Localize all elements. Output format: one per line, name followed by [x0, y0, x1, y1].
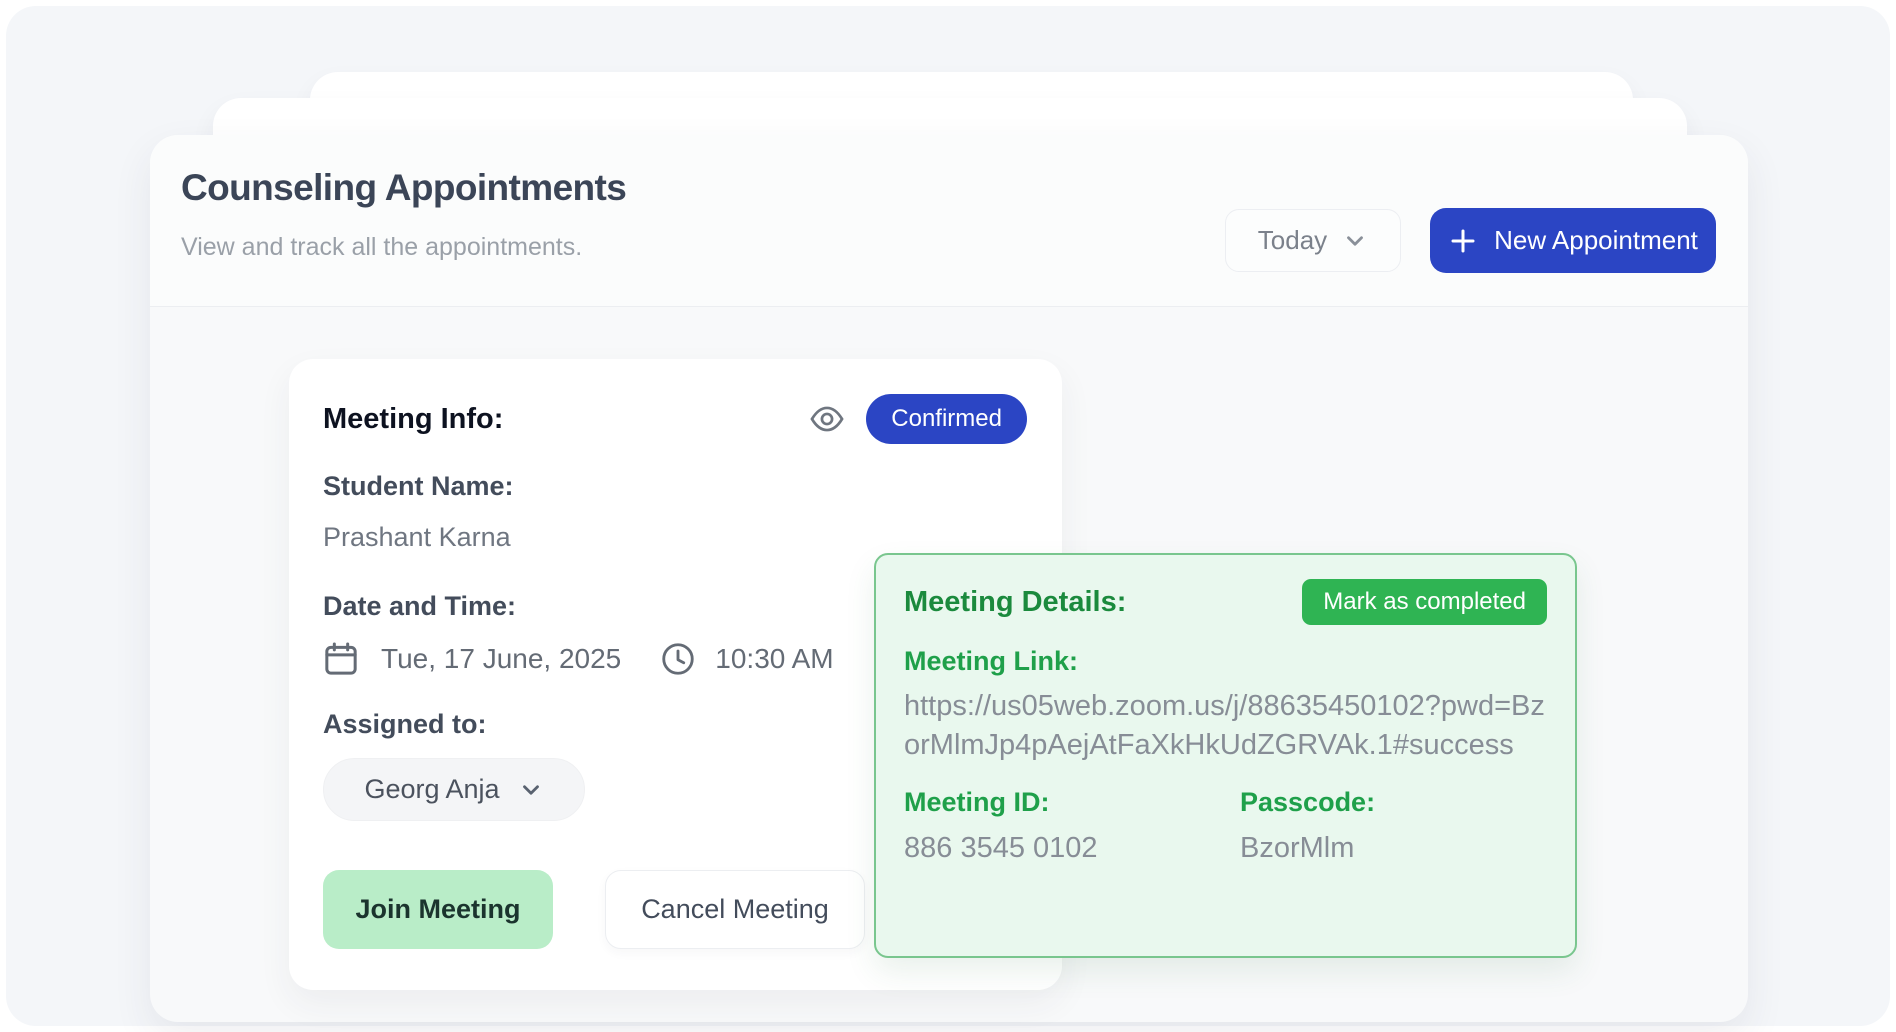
- student-name-label: Student Name:: [323, 471, 514, 501]
- meeting-id-block: Meeting ID: 886 3545 0102: [904, 787, 1240, 865]
- meeting-time: 10:30 AM: [715, 643, 834, 674]
- datetime-row: Tue, 17 June, 2025 10:30 AM: [321, 635, 834, 683]
- datetime-label: Date and Time:: [323, 591, 517, 621]
- passcode-value: BzorMlm: [1240, 832, 1355, 864]
- appointments-panel: Counseling Appointments View and track a…: [150, 135, 1748, 1022]
- clock-icon: [659, 640, 697, 678]
- assigned-to-label: Assigned to:: [323, 709, 487, 739]
- meeting-link-url[interactable]: https://us05web.zoom.us/j/88635450102?pw…: [904, 690, 1545, 761]
- chevron-down-icon: [518, 777, 544, 803]
- eye-icon[interactable]: [807, 399, 847, 439]
- new-appointment-button[interactable]: New Appointment: [1430, 208, 1716, 273]
- details-title: Meeting Details:: [904, 585, 1127, 618]
- meeting-date: Tue, 17 June, 2025: [381, 643, 622, 674]
- today-filter-label: Today: [1257, 225, 1328, 255]
- student-name-value: Prashant Karna: [323, 522, 511, 552]
- page-title: Counseling Appointments: [181, 167, 627, 208]
- new-appointment-label: New Appointment: [1494, 225, 1698, 255]
- join-meeting-button[interactable]: Join Meeting: [323, 870, 553, 949]
- passcode-block: Passcode: BzorMlm: [1240, 787, 1375, 865]
- assignee-name: Georg Anja: [364, 774, 500, 804]
- calendar-icon: [321, 639, 361, 679]
- details-header: Meeting Details: Mark as completed: [904, 579, 1547, 625]
- today-filter-dropdown[interactable]: Today: [1225, 209, 1401, 272]
- page-subtitle: View and track all the appointments.: [181, 233, 583, 261]
- meeting-actions: Join Meeting Cancel Meeting: [323, 870, 865, 949]
- meeting-id-value: 886 3545 0102: [904, 832, 1098, 864]
- cancel-meeting-button[interactable]: Cancel Meeting: [605, 870, 865, 949]
- meeting-id-label: Meeting ID:: [904, 787, 1050, 817]
- plus-icon: [1448, 226, 1478, 256]
- meeting-info-header: Meeting Info: Confirmed: [323, 393, 1027, 445]
- meeting-link-label: Meeting Link:: [904, 646, 1078, 676]
- meeting-details-popover: Meeting Details: Mark as completed Meeti…: [874, 553, 1577, 958]
- id-passcode-row: Meeting ID: 886 3545 0102 Passcode: Bzor…: [904, 787, 1547, 865]
- mark-completed-button[interactable]: Mark as completed: [1302, 579, 1547, 625]
- meeting-info-title: Meeting Info:: [323, 402, 504, 435]
- passcode-label: Passcode:: [1240, 787, 1376, 817]
- panel-header: Counseling Appointments View and track a…: [150, 135, 1748, 307]
- chevron-down-icon: [1342, 228, 1368, 254]
- assignee-dropdown[interactable]: Georg Anja: [323, 758, 585, 821]
- status-badge: Confirmed: [866, 394, 1027, 444]
